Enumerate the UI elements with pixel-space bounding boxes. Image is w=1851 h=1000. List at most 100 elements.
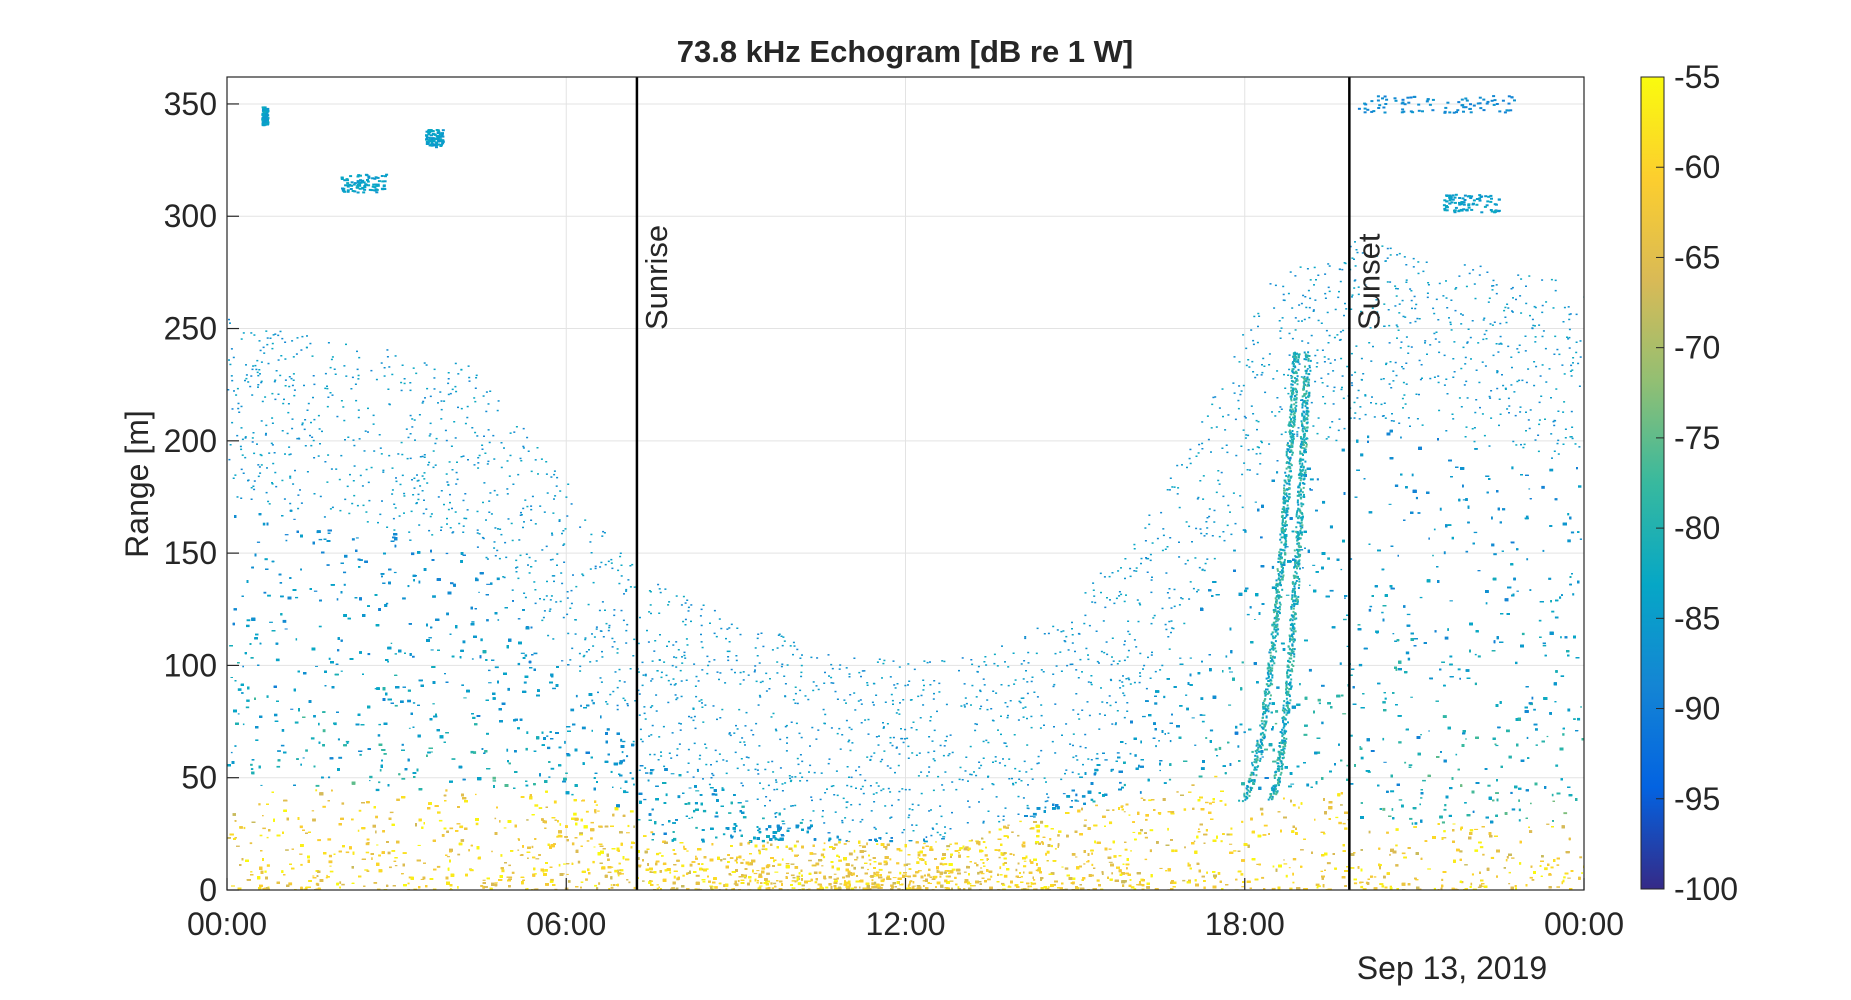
- echo-sample: [1316, 478, 1319, 481]
- echo-sample: [1229, 843, 1233, 845]
- echo-sample: [1529, 830, 1533, 833]
- echo-sample: [869, 863, 872, 866]
- echo-sample: [999, 874, 1003, 876]
- echo-sample: [1470, 882, 1473, 886]
- echo-sample: [1443, 551, 1446, 555]
- echo-sample: [1203, 886, 1206, 889]
- echo-sample: [470, 750, 474, 754]
- echo-sample: [1216, 755, 1219, 757]
- echo-sample: [629, 810, 634, 813]
- echo-sample: [1254, 619, 1256, 620]
- echo-sample: [1169, 740, 1172, 743]
- echo-sample: [1535, 744, 1538, 746]
- echo-sample: [526, 819, 529, 821]
- echo-sample: [813, 871, 818, 874]
- echo-sample: [500, 854, 503, 857]
- echo-sample: [1061, 866, 1064, 868]
- echo-sample: [1518, 808, 1521, 812]
- echo-sample: [796, 875, 801, 878]
- echo-sample: [897, 888, 901, 890]
- echo-sample: [264, 558, 268, 561]
- echo-sample: [729, 857, 734, 859]
- echo-sample: [843, 843, 847, 845]
- echo-sample: [1562, 733, 1565, 736]
- echo-sample: [1191, 784, 1195, 786]
- echo-sample: [1572, 593, 1575, 596]
- echo-sample: [237, 662, 240, 664]
- echo-sample: [538, 807, 543, 809]
- echo-sample: [581, 726, 586, 730]
- echo-sample: [1508, 883, 1511, 885]
- echo-sample: [1396, 888, 1399, 890]
- echo-sample: [1149, 849, 1152, 853]
- echo-sample: [1419, 596, 1423, 599]
- echo-sample: [492, 780, 497, 782]
- echo-sample: [525, 784, 529, 787]
- echo-sample: [336, 598, 339, 601]
- echo-sample: [621, 751, 624, 754]
- echo-sample: [1548, 873, 1552, 876]
- echo-sample: [1165, 870, 1168, 872]
- echo-sample: [951, 868, 956, 871]
- echo-sample: [1434, 630, 1437, 633]
- echo-sample: [898, 849, 903, 852]
- echo-sample: [1415, 496, 1418, 500]
- echo-sample: [315, 665, 318, 667]
- echo-sample: [250, 657, 254, 659]
- echo-sample: [1405, 651, 1410, 655]
- echo-sample: [556, 835, 559, 838]
- echo-sample: [946, 845, 951, 848]
- echo-sample: [794, 866, 799, 869]
- echo-sample: [595, 804, 598, 806]
- echo-sample: [418, 580, 421, 584]
- echo-sample: [686, 888, 690, 890]
- echo-sample: [598, 882, 601, 885]
- echo-sample: [1096, 879, 1100, 882]
- echo-sample: [1217, 872, 1221, 875]
- echo-sample: [1329, 525, 1333, 529]
- echo-sample: [469, 870, 474, 872]
- echo-sample: [1064, 867, 1069, 870]
- echo-sample: [1350, 558, 1353, 560]
- echo-sample: [1551, 610, 1555, 613]
- echo-sample: [982, 841, 986, 843]
- echo-sample: [1340, 568, 1343, 571]
- echo-sample: [591, 729, 593, 732]
- echo-sample: [1286, 546, 1289, 548]
- echo-sample: [1353, 882, 1358, 885]
- echo-sample: [954, 876, 957, 879]
- echo-sample: [1389, 853, 1391, 856]
- echo-sample: [1040, 820, 1044, 824]
- echo-sample: [1050, 844, 1053, 848]
- echo-sample: [1189, 657, 1192, 659]
- echo-sample: [1482, 853, 1485, 856]
- echo-sample: [1140, 797, 1144, 799]
- echo-sample: [1444, 804, 1447, 807]
- echo-sample: [570, 708, 575, 712]
- echo-sample: [1044, 806, 1047, 809]
- echo-sample: [912, 885, 916, 887]
- echo-sample: [450, 582, 454, 585]
- echo-sample: [1428, 537, 1430, 540]
- echo-sample: [1260, 536, 1263, 539]
- echo-sample: [810, 824, 813, 828]
- echo-sample: [1368, 511, 1373, 514]
- echo-sample: [949, 843, 952, 845]
- echo-sample: [280, 744, 285, 747]
- echo-sample: [608, 888, 611, 890]
- echo-sample: [1170, 811, 1175, 814]
- echo-sample: [917, 870, 920, 873]
- echo-sample: [249, 842, 253, 845]
- echo-sample: [1464, 802, 1467, 804]
- echo-sample: [761, 839, 765, 843]
- echo-sample: [266, 695, 269, 698]
- echo-sample: [790, 874, 795, 877]
- echo-sample: [326, 874, 328, 877]
- echo-sample: [1306, 783, 1310, 787]
- echo-sample: [1499, 521, 1502, 524]
- echo-sample: [1244, 530, 1247, 533]
- echo-sample: [967, 849, 970, 852]
- echo-sample: [1581, 872, 1583, 874]
- echo-sample: [673, 837, 677, 841]
- echo-sample: [1011, 831, 1014, 833]
